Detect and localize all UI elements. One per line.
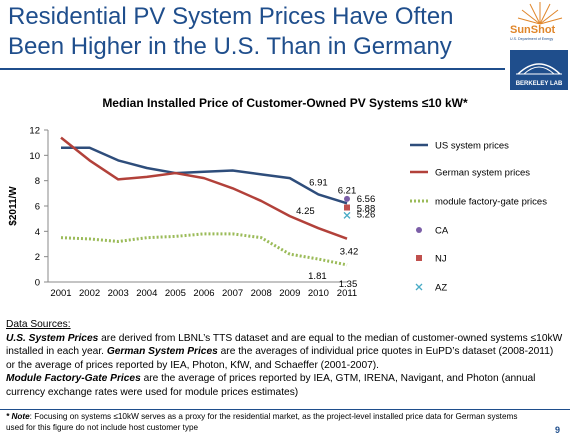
y-tick-label: 6 [35, 202, 40, 213]
x-tick-label: 2005 [165, 288, 186, 299]
sun-rays-icon [517, 2, 563, 25]
title-divider [0, 68, 505, 70]
series-line [60, 232, 348, 267]
legend-swatch [416, 227, 422, 233]
sunshot-logo: SunShot U.S. Department of Energy [508, 0, 570, 48]
y-tick-label: 2 [35, 252, 40, 263]
price-line-chart: 0 2 4 6 8 10 12 2001 2002 2003 2004 2005 2006 2007 200… [8, 126, 547, 300]
chart-title: Median Installed Price of Customer-Owned… [102, 96, 468, 110]
sunshot-wordmark: SunShot [510, 24, 556, 36]
logo-block: SunShot U.S. Department of Energy BERKEL… [508, 0, 570, 92]
legend-label: German system prices [435, 168, 530, 179]
note-text: : Focusing on systems ≤10kW serves as a … [6, 412, 518, 432]
module-prices-text: are the average of prices reported by IE… [6, 373, 536, 398]
page-number: 9 [554, 425, 560, 435]
footnote: * Note: Focusing on systems ≤10kW serves… [6, 412, 526, 433]
berkeley-lab-wordmark: BERKELEY LAB [515, 81, 563, 87]
x-tick-label: 2007 [222, 288, 243, 299]
legend-label: NJ [435, 254, 447, 265]
state-marker-az [343, 211, 351, 219]
data-label: 1.35 [339, 279, 358, 290]
x-tick-label: 2011 [337, 288, 357, 299]
series-line [60, 136, 348, 240]
note-label: * Note [6, 412, 30, 421]
y-tick-label: 12 [29, 126, 40, 137]
slide-title: Residential PV System Prices Have Often … [8, 3, 454, 60]
german-prices-text: are the averages of individual price quo… [6, 346, 554, 371]
berkeley-lab-logo: BERKELEY LAB [510, 50, 568, 90]
legend-label: AZ [435, 283, 447, 294]
y-tick-label: 0 [35, 278, 40, 289]
note-divider [0, 409, 570, 410]
x-tick-label: 2009 [279, 288, 300, 299]
us-prices-text: are derived from LBNL’s TTS dataset and … [6, 332, 563, 358]
x-tick-label: 2002 [79, 288, 100, 299]
x-tick-label: 2008 [251, 288, 272, 299]
data-label: 3.42 [340, 247, 359, 258]
y-tick-label: 4 [35, 227, 40, 238]
german-prices-label: German System Prices [106, 346, 218, 358]
state-marker-nj [344, 204, 350, 211]
legend-label: US system prices [435, 141, 509, 152]
data-label: 1.81 [308, 271, 327, 282]
data-label: 4.25 [296, 206, 315, 217]
data-label: 6.21 [338, 185, 357, 196]
legend-label: CA [435, 226, 449, 237]
legend-label: module factory-gate prices [435, 197, 547, 208]
data-label: 5.26 [357, 209, 376, 220]
x-tick-label: 2010 [308, 288, 329, 299]
sources-heading: Data Sources: [6, 319, 71, 330]
sunshot-subtitle: U.S. Department of Energy [510, 37, 554, 41]
x-tick-label: 2006 [193, 288, 214, 299]
y-tick-label: 8 [35, 176, 40, 187]
module-prices-label: Module Factory-Gate Prices [6, 373, 141, 385]
series-line [61, 146, 348, 205]
legend-swatch [415, 283, 423, 291]
y-tick-label: 10 [29, 151, 40, 162]
data-label: 5.88 [357, 204, 376, 215]
data-sources: Data Sources: U.S. System Prices are der… [6, 318, 564, 400]
x-tick-label: 2004 [136, 288, 157, 299]
x-tick-label: 2003 [108, 288, 129, 299]
legend-swatch [416, 255, 422, 261]
data-label: 6.56 [357, 194, 376, 205]
lab-building-icon [516, 63, 562, 75]
data-label: 6.91 [309, 177, 328, 188]
y-axis-title: $2011/W [8, 186, 19, 226]
x-tick-label: 2001 [50, 288, 71, 299]
us-prices-label: U.S. System Prices [6, 332, 99, 344]
state-marker-ca [344, 195, 350, 202]
